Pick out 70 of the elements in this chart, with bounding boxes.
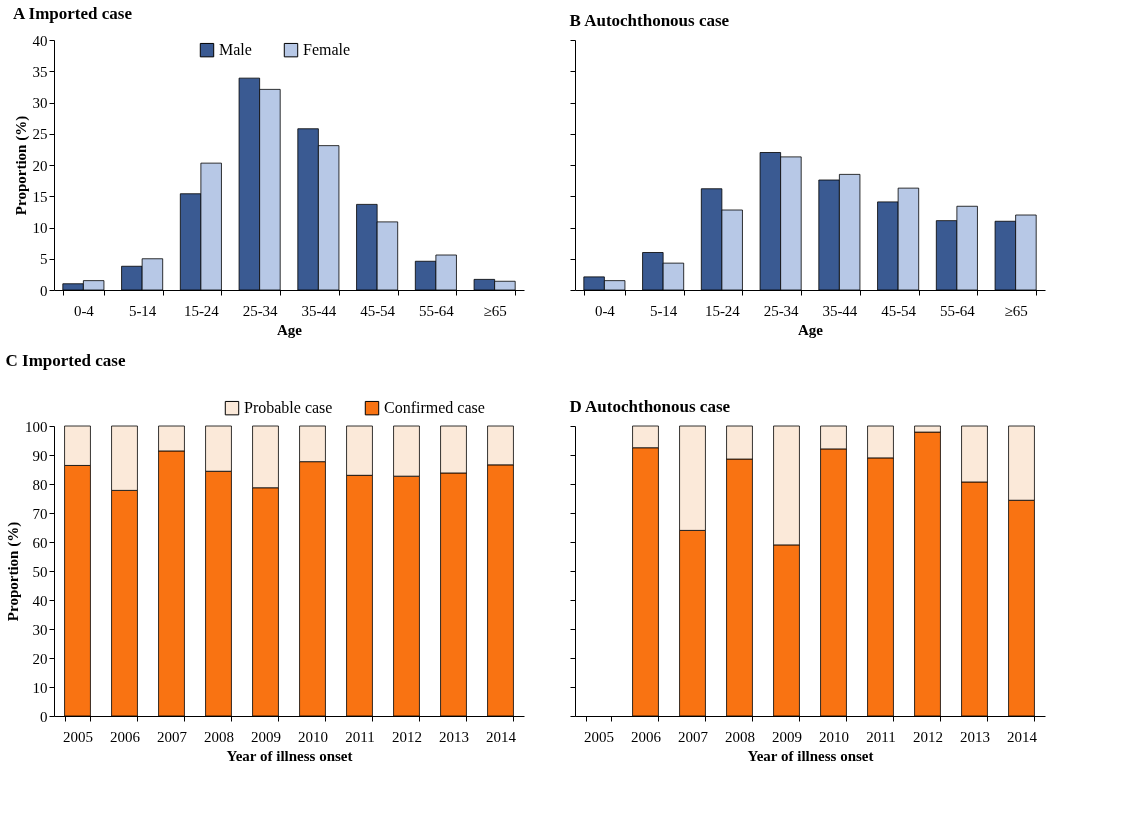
y-tick-label: 30 — [32, 621, 48, 638]
y-tick-label: 40 — [32, 592, 48, 609]
x-tick-label: 45-54 — [360, 302, 396, 319]
x-tick-label: 2012 — [392, 728, 422, 745]
y-tick-label: 35 — [32, 63, 48, 80]
x-tick-label: 2007 — [678, 728, 709, 745]
y-tick-label: 0 — [40, 708, 48, 725]
x-tick-label: 15-24 — [183, 302, 220, 319]
x-tick-label: 2006 — [631, 728, 662, 745]
legend-label: Female — [303, 41, 351, 59]
x-axis-title: Year of illness onset — [747, 747, 874, 764]
y-tick-label: 80 — [32, 476, 48, 493]
y-tick-label: 10 — [32, 220, 48, 236]
x-tick-label: 2006 — [110, 728, 141, 745]
x-tick-label: 2013 — [439, 728, 469, 745]
chart-title: B Autochthonous case — [569, 10, 730, 30]
y-tick-label: 15 — [32, 188, 48, 205]
legend-label: Probable case — [244, 399, 333, 417]
x-axis-title: Age — [277, 321, 303, 338]
x-tick-label: 2013 — [960, 728, 990, 745]
x-tick-label: 2010 — [298, 728, 328, 745]
x-tick-label: 15-24 — [704, 302, 741, 319]
x-tick-label: 25-34 — [763, 302, 800, 319]
x-tick-label: 45-54 — [881, 302, 917, 319]
legend-label: Male — [219, 41, 252, 59]
y-tick-label: 50 — [32, 563, 48, 580]
x-tick-label: 2008 — [725, 728, 755, 745]
y-axis-title: Proportion (%) — [5, 521, 22, 622]
x-tick-label: 2009 — [251, 728, 281, 745]
x-tick-label: 2014 — [486, 728, 517, 745]
x-tick-label: 2011 — [345, 728, 375, 745]
y-tick-label: 20 — [32, 650, 48, 667]
y-tick-label: 70 — [32, 505, 48, 522]
x-tick-label: 5-14 — [649, 302, 678, 319]
y-tick-label: 10 — [32, 679, 48, 696]
y-tick-label: 40 — [32, 32, 48, 49]
x-tick-label: 2012 — [913, 728, 943, 745]
x-tick-label: 2011 — [866, 728, 896, 745]
y-tick-label: 60 — [32, 534, 48, 551]
chart-title: A Imported case — [13, 4, 133, 23]
x-tick-label: 2014 — [1007, 728, 1038, 745]
chart-title: C Imported case — [5, 351, 126, 370]
x-tick-label: 0-4 — [73, 302, 95, 319]
x-tick-label: 2007 — [157, 728, 188, 745]
x-tick-label: 35-44 — [822, 302, 858, 319]
x-axis-title: Year of illness onset — [226, 747, 353, 764]
x-tick-label: 2009 — [772, 728, 802, 745]
x-axis-title: Age — [798, 321, 824, 338]
y-tick-label: 25 — [32, 126, 48, 143]
y-tick-label: 90 — [32, 447, 48, 464]
y-tick-label: 5 — [40, 251, 48, 268]
y-tick-label: 30 — [32, 95, 48, 111]
x-tick-label: ≥65 — [1004, 302, 1028, 319]
x-tick-label: 2005 — [584, 728, 614, 745]
y-tick-label: 100 — [25, 418, 48, 435]
legend-label: Confirmed case — [384, 399, 485, 417]
x-tick-label: ≥65 — [483, 302, 507, 319]
y-tick-label: 20 — [32, 157, 48, 174]
x-tick-label: 2010 — [819, 728, 849, 745]
x-tick-label: 2008 — [204, 728, 234, 745]
y-tick-label: 0 — [40, 282, 48, 299]
x-tick-label: 55-64 — [418, 302, 455, 319]
x-tick-label: 5-14 — [128, 302, 157, 319]
x-tick-label: 55-64 — [939, 302, 976, 319]
x-tick-label: 35-44 — [301, 302, 337, 319]
x-tick-label: 2005 — [63, 728, 93, 745]
chart-title: D Autochthonous case — [569, 396, 731, 416]
x-tick-label: 0-4 — [594, 302, 616, 319]
x-tick-label: 25-34 — [242, 302, 279, 319]
y-axis-title: Proportion (%) — [12, 115, 30, 216]
